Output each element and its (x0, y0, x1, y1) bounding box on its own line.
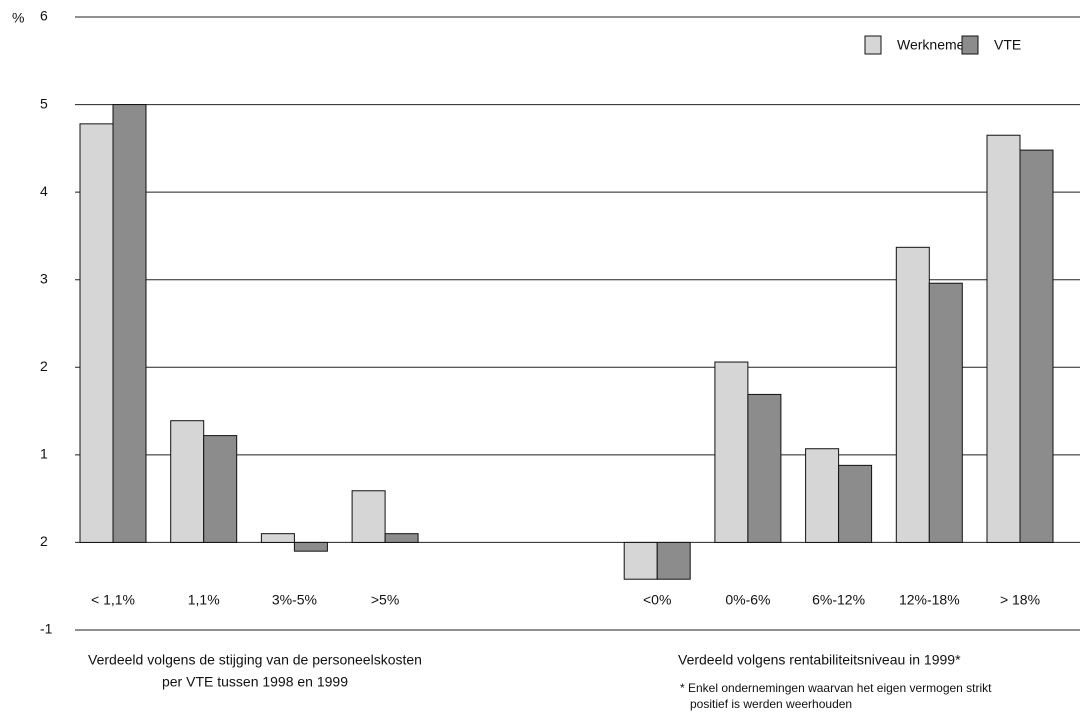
bar (623, 541, 658, 580)
bar (293, 541, 328, 552)
bar (838, 464, 873, 543)
bar (928, 282, 963, 543)
y-tick-label: 3 (40, 270, 48, 286)
bar (260, 533, 295, 543)
y-unit-label: % (12, 10, 24, 26)
y-tick-label: -1 (40, 621, 53, 637)
bar (656, 541, 691, 580)
x-tick-label: >5% (371, 592, 399, 608)
x-tick-label: 3%-5% (272, 592, 317, 608)
x-tick-label: < 1,1% (91, 592, 135, 608)
x-tick-label: > 18% (1000, 592, 1040, 608)
bar (986, 134, 1021, 543)
y-tick-label: 5 (40, 95, 48, 111)
x-tick-label: <0% (643, 592, 671, 608)
legend-swatch (961, 35, 979, 55)
group-label: Verdeeld volgens rentabiliteitsniveau in… (678, 652, 961, 668)
legend-swatch (864, 35, 882, 55)
group-label: per VTE tussen 1998 en 1999 (162, 674, 348, 690)
bar (79, 123, 114, 543)
bar (112, 104, 147, 543)
y-tick-label: 2 (40, 533, 48, 549)
y-tick-label: 4 (40, 183, 48, 199)
bar (203, 435, 238, 543)
bar (384, 533, 419, 543)
x-tick-label: 12%-18% (899, 592, 960, 608)
footnote: * Enkel ondernemingen waarvan het eigen … (680, 681, 992, 695)
legend-label: VTE (994, 37, 1021, 53)
x-tick-label: 0%-6% (725, 592, 770, 608)
bar (170, 420, 205, 543)
bar (747, 393, 782, 543)
y-tick-label: 1 (40, 446, 48, 462)
bar (805, 448, 840, 543)
x-tick-label: 6%-12% (812, 592, 865, 608)
x-tick-label: 1,1% (188, 592, 220, 608)
legend-label: Werknemers (897, 37, 976, 53)
bar (714, 361, 749, 543)
y-tick-label: 2 (40, 358, 48, 374)
bar (895, 246, 930, 543)
y-tick-label: 6 (40, 8, 48, 24)
footnote: positief is werden weerhouden (690, 697, 852, 711)
group-label: Verdeeld volgens de stijging van de pers… (88, 652, 422, 668)
bar (1019, 149, 1054, 543)
bar (351, 490, 386, 543)
